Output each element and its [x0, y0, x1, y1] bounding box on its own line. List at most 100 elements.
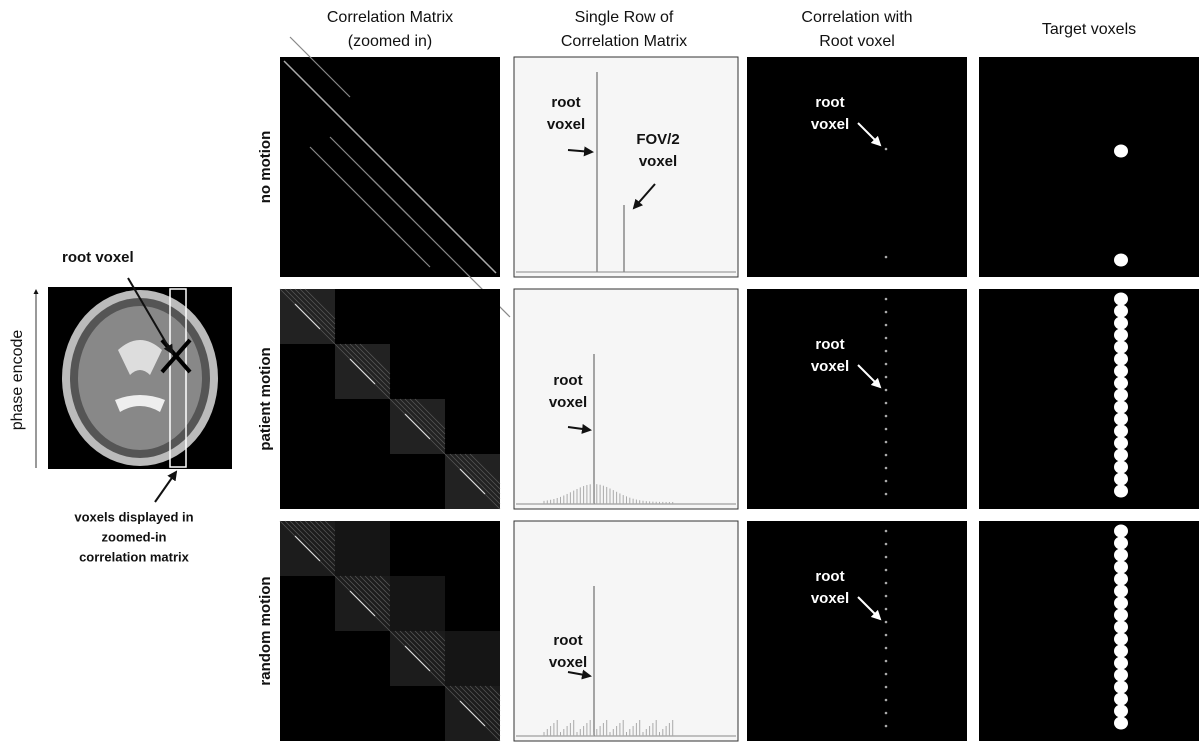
target-dot	[1114, 717, 1128, 730]
target-dot	[1114, 305, 1128, 318]
column-header: Target voxels	[1042, 21, 1136, 38]
row-label: random motion	[257, 576, 274, 685]
target-dot	[1114, 329, 1128, 342]
annotation: voxel	[549, 394, 587, 411]
corr-panel	[747, 521, 967, 741]
dot	[885, 673, 888, 676]
dot	[885, 480, 888, 483]
dot	[885, 363, 888, 366]
dot	[885, 621, 888, 624]
target-dot	[1114, 561, 1128, 574]
target-dot	[1114, 389, 1128, 402]
dot	[885, 428, 888, 431]
annotation: root	[553, 372, 582, 389]
caption: zoomed-in	[102, 529, 167, 544]
left-title: root voxel	[62, 249, 134, 266]
row-label: no motion	[257, 131, 274, 203]
dot	[885, 148, 888, 151]
dot	[885, 454, 888, 457]
target-dot	[1114, 645, 1128, 658]
annotation: voxel	[811, 116, 849, 133]
dot	[885, 725, 888, 728]
target-dot	[1114, 485, 1128, 498]
dot	[885, 376, 888, 379]
target-dot	[1114, 437, 1128, 450]
target-dot	[1114, 353, 1128, 366]
target-dot	[1114, 449, 1128, 462]
caption: voxels displayed in	[74, 509, 193, 524]
block	[335, 521, 390, 576]
target-dot	[1114, 254, 1128, 267]
column-header: Correlation Matrix	[327, 9, 453, 26]
annotation: voxel	[547, 116, 585, 133]
annotation: voxel	[639, 153, 677, 170]
target-dot	[1114, 145, 1128, 158]
target-panel	[979, 289, 1199, 509]
corr-panel	[747, 289, 967, 509]
annotation: voxel	[811, 590, 849, 607]
dot	[885, 311, 888, 314]
annotation: voxel	[549, 654, 587, 671]
target-dot	[1114, 633, 1128, 646]
annotation: voxel	[811, 358, 849, 375]
dot	[885, 647, 888, 650]
target-dot	[1114, 669, 1128, 682]
annotation: root	[553, 632, 582, 649]
dot	[885, 582, 888, 585]
target-dot	[1114, 585, 1128, 598]
target-dot	[1114, 401, 1128, 414]
dot	[885, 298, 888, 301]
annotation: root	[815, 94, 844, 111]
dot	[885, 389, 888, 392]
target-dot	[1114, 573, 1128, 586]
target-dot	[1114, 317, 1128, 330]
block	[390, 576, 445, 631]
column-header: Correlation with	[801, 9, 912, 26]
target-panel	[979, 521, 1199, 741]
dot	[885, 324, 888, 327]
dot	[885, 569, 888, 572]
dot	[885, 350, 888, 353]
dot	[885, 712, 888, 715]
column-header: Correlation Matrix	[561, 33, 687, 50]
target-dot	[1114, 693, 1128, 706]
row-label: patient motion	[257, 347, 274, 450]
corr-panel	[747, 57, 967, 277]
dot	[885, 608, 888, 611]
target-dot	[1114, 425, 1128, 438]
target-dot	[1114, 597, 1128, 610]
target-dot	[1114, 461, 1128, 474]
column-header: (zoomed in)	[348, 33, 432, 50]
dot	[885, 530, 888, 533]
annotation: root	[815, 568, 844, 585]
target-dot	[1114, 365, 1128, 378]
annotation: FOV/2	[636, 131, 679, 148]
dot	[885, 699, 888, 702]
block	[445, 631, 500, 686]
column-header: Single Row of	[575, 9, 674, 26]
dot	[885, 595, 888, 598]
target-dot	[1114, 657, 1128, 670]
annotation: root	[551, 94, 580, 111]
dot	[885, 660, 888, 663]
dot	[885, 256, 888, 259]
target-dot	[1114, 609, 1128, 622]
target-dot	[1114, 341, 1128, 354]
dot	[885, 441, 888, 444]
dot	[885, 686, 888, 689]
target-dot	[1114, 293, 1128, 306]
dot	[885, 556, 888, 559]
dot	[885, 467, 888, 470]
column-header: Root voxel	[819, 33, 895, 50]
target-dot	[1114, 705, 1128, 718]
brain-panel	[36, 278, 232, 502]
row-panel	[514, 521, 738, 741]
row-panel	[514, 289, 738, 509]
figure: Correlation Matrix (zoomed in) Single Row …	[0, 0, 1203, 746]
dot	[885, 415, 888, 418]
row-panel	[514, 57, 738, 277]
target-dot	[1114, 621, 1128, 634]
target-dot	[1114, 473, 1128, 486]
dot	[885, 493, 888, 496]
axis-label: phase encode	[9, 330, 26, 431]
